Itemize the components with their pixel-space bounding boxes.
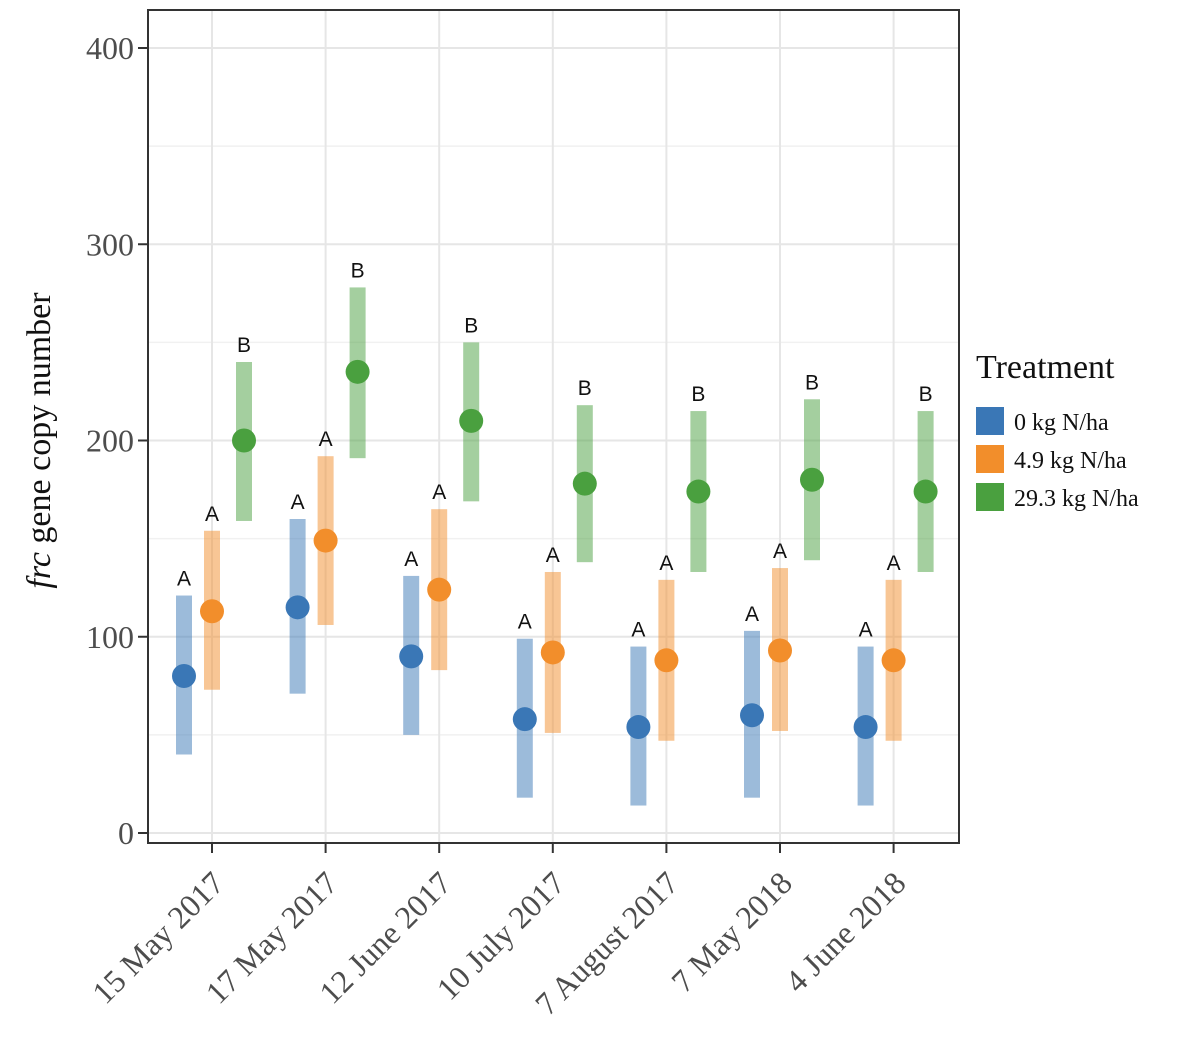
- significance-letter: A: [859, 619, 873, 642]
- legend-label: 4.9 kg N/ha: [1014, 448, 1127, 474]
- legend-swatch: [976, 407, 1004, 435]
- data-point: [654, 648, 679, 673]
- series-2: B B B B B B B: [232, 259, 938, 572]
- data-point: [399, 644, 424, 669]
- significance-letter: B: [691, 383, 705, 406]
- significance-letter: A: [745, 603, 759, 626]
- significance-letter: A: [631, 619, 645, 642]
- significance-letter: A: [205, 503, 219, 526]
- data-point: [172, 664, 196, 688]
- legend-swatch: [976, 483, 1004, 511]
- significance-letter: A: [887, 552, 901, 575]
- significance-letter: A: [773, 540, 787, 563]
- data-point: [459, 408, 484, 433]
- significance-letter: B: [351, 259, 365, 282]
- data-point: [427, 577, 452, 602]
- significance-letter: A: [546, 544, 560, 567]
- data-point: [626, 715, 651, 740]
- series-0: A A A A A A A: [172, 491, 878, 806]
- x-tick-label: 7 May 2018: [664, 864, 799, 999]
- legend: Treatment 0 kg N/ha 4.9 kg N/ha 29.3 kg N/…: [976, 349, 1139, 512]
- significance-letter: A: [404, 548, 418, 571]
- chart-marks: A A A A A A A A A A A A A A B B B B B B B: [172, 259, 938, 806]
- significance-letter: A: [518, 611, 532, 634]
- significance-letter: B: [805, 371, 819, 394]
- significance-letter: A: [319, 428, 333, 451]
- data-point: [572, 471, 597, 496]
- data-point: [881, 648, 906, 673]
- data-point: [913, 479, 938, 504]
- significance-letter: B: [919, 383, 933, 406]
- data-point: [345, 359, 370, 384]
- series-1: A A A A A A A: [200, 428, 906, 741]
- significance-letter: B: [237, 334, 251, 357]
- y-tick-label: 400: [86, 30, 134, 66]
- data-point: [768, 638, 792, 663]
- data-point: [740, 703, 764, 728]
- y-tick-label: 100: [86, 619, 134, 655]
- significance-letter: A: [659, 552, 673, 575]
- significance-letter: B: [464, 314, 478, 337]
- significance-letter: A: [432, 481, 446, 504]
- data-point: [686, 479, 711, 504]
- data-point: [800, 467, 824, 492]
- y-tick-label: 0: [118, 815, 134, 851]
- legend-title: Treatment: [976, 349, 1115, 386]
- y-axis-label-text: gene copy number: [21, 292, 58, 552]
- significance-letter: A: [177, 568, 191, 591]
- x-tick-label: 4 June 2018: [778, 864, 913, 999]
- plot-panel-border: [147, 9, 960, 844]
- y-axis-label: frc gene copy number: [21, 292, 58, 589]
- legend-swatch: [976, 445, 1004, 473]
- data-point: [540, 640, 565, 665]
- y-axis-label-italic: frc: [21, 552, 58, 589]
- y-tick-label: 300: [86, 226, 134, 262]
- data-point: [285, 595, 310, 620]
- legend-label: 0 kg N/ha: [1014, 410, 1109, 436]
- data-point: [200, 599, 224, 624]
- y-tick-label: 200: [86, 423, 134, 459]
- significance-letter: A: [291, 491, 305, 514]
- significance-letter: B: [578, 377, 592, 400]
- data-point: [512, 707, 537, 732]
- data-point: [313, 528, 338, 553]
- y-axis: 0 100 200 300 400: [86, 30, 148, 851]
- data-point: [232, 428, 256, 453]
- legend-label: 29.3 kg N/ha: [1014, 486, 1139, 512]
- data-point: [853, 715, 878, 740]
